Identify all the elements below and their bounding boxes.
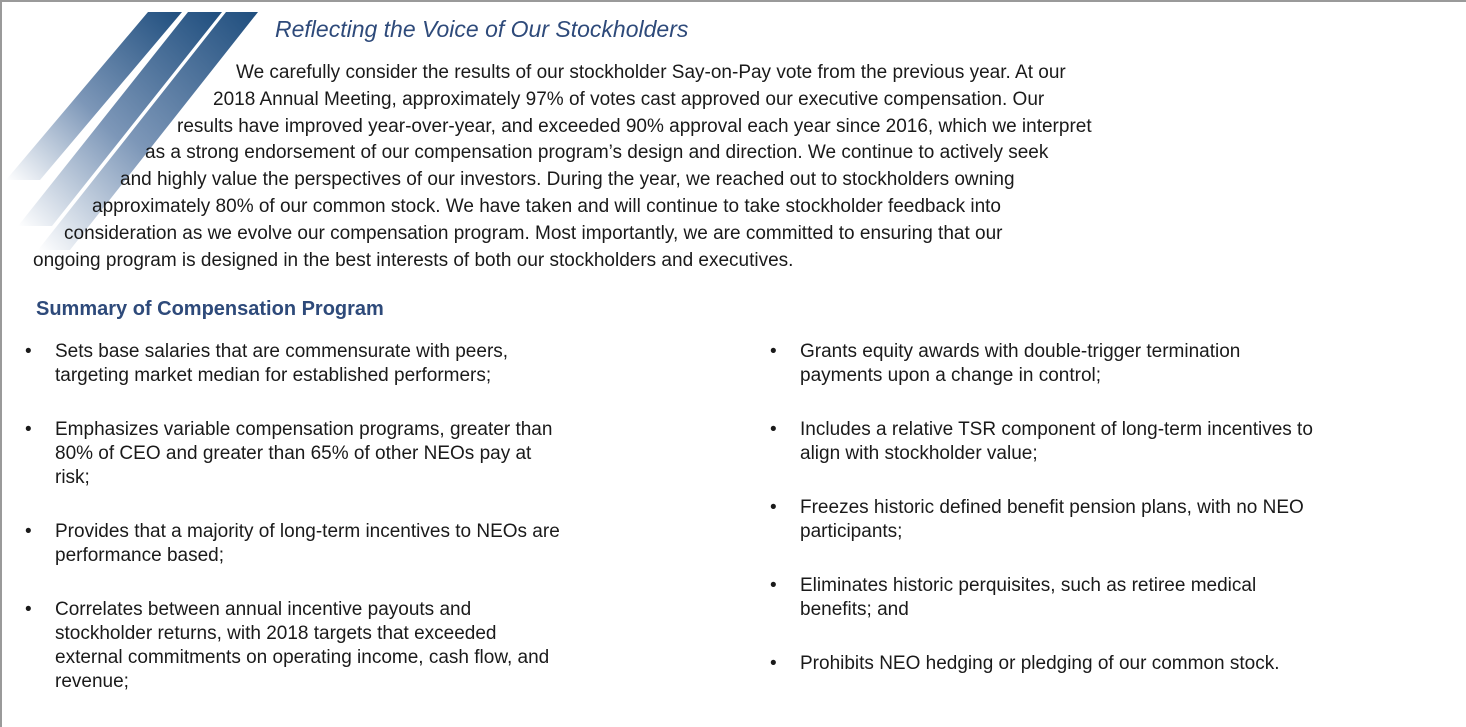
- bullet-marker: •: [770, 419, 777, 440]
- bullet-line: revenue;: [55, 671, 129, 692]
- bullet-marker: •: [770, 497, 777, 518]
- paragraph-line: results have improved year-over-year, an…: [177, 115, 1092, 137]
- bullet-marker: •: [770, 653, 777, 674]
- bullet-line: Correlates between annual incentive payo…: [55, 599, 472, 620]
- bullet-line: stockholder returns, with 2018 targets t…: [55, 623, 497, 644]
- bullet-item: • Prohibits NEO hedging or pledging of ou…: [770, 652, 1280, 676]
- bullet-line: Prohibits NEO hedging or pledging of our…: [800, 653, 1280, 674]
- paragraph-line: and highly value the perspectives of our…: [120, 169, 1015, 191]
- bullet-line: risk;: [55, 467, 90, 488]
- paragraph-line: ongoing program is designed in the best …: [33, 249, 794, 271]
- bullet-line: external commitments on operating income…: [55, 647, 550, 668]
- bullet-line: Includes a relative TSR component of lon…: [800, 419, 1313, 440]
- bullet-line: Eliminates historic perquisites, such as…: [800, 575, 1257, 596]
- bullet-line: Freezes historic defined benefit pension…: [800, 497, 1304, 518]
- bullet-item: • Eliminates historic perquisites, such a…: [770, 574, 1257, 622]
- bullet-line: Emphasizes variable compensation program…: [55, 419, 553, 440]
- bullet-line: Grants equity awards with double-trigger…: [800, 341, 1241, 362]
- section-heading: Summary of Compensation Program: [36, 298, 384, 320]
- bullet-item: • Correlates between annual incentive pay…: [25, 598, 550, 694]
- bullet-marker: •: [25, 599, 32, 620]
- bullet-line: benefits; and: [800, 599, 909, 620]
- bullet-marker: •: [25, 521, 32, 542]
- stripe: [38, 12, 258, 250]
- bullet-item: • Emphasizes variable compensation progra…: [25, 418, 553, 490]
- bullet-item: • Sets base salaries that are commensurat…: [25, 340, 509, 388]
- paragraph-line: consideration as we evolve our compensat…: [64, 222, 1003, 244]
- bullet-marker: •: [25, 341, 32, 362]
- paragraph-line: approximately 80% of our common stock. W…: [92, 196, 1001, 217]
- paragraph-line: 2018 Annual Meeting, approximately 97% o…: [213, 88, 1045, 110]
- paragraph-line: as a strong endorsement of our compensat…: [145, 142, 1049, 164]
- bullet-marker: •: [770, 575, 777, 596]
- bullet-line: targeting market median for established …: [55, 365, 492, 386]
- bullet-line: align with stockholder value;: [800, 443, 1038, 464]
- bullet-line: Provides that a majority of long-term in…: [55, 521, 560, 542]
- bullet-item: • Freezes historic defined benefit pensio…: [770, 496, 1304, 544]
- bullet-item: • Includes a relative TSR component of lo…: [770, 418, 1313, 466]
- bullet-line: 80% of CEO and greater than 65% of other…: [55, 443, 532, 464]
- bullet-item: • Provides that a majority of long-term i…: [25, 520, 560, 568]
- bullet-item: • Grants equity awards with double-trigge…: [770, 340, 1241, 388]
- title: Reflecting the Voice of Our Stockholders: [275, 16, 689, 42]
- bullet-line: payments upon a change in control;: [800, 365, 1102, 386]
- bullet-line: performance based;: [55, 545, 224, 566]
- stripe: [18, 12, 222, 226]
- bullet-line: participants;: [800, 521, 903, 542]
- stripe: [6, 12, 182, 180]
- bullet-line: Sets base salaries that are commensurate…: [55, 341, 509, 362]
- bullet-marker: •: [25, 419, 32, 440]
- decorative-stripes: [6, 12, 258, 250]
- paragraph-line: We carefully consider the results of our…: [236, 62, 1066, 83]
- bullet-marker: •: [770, 341, 777, 362]
